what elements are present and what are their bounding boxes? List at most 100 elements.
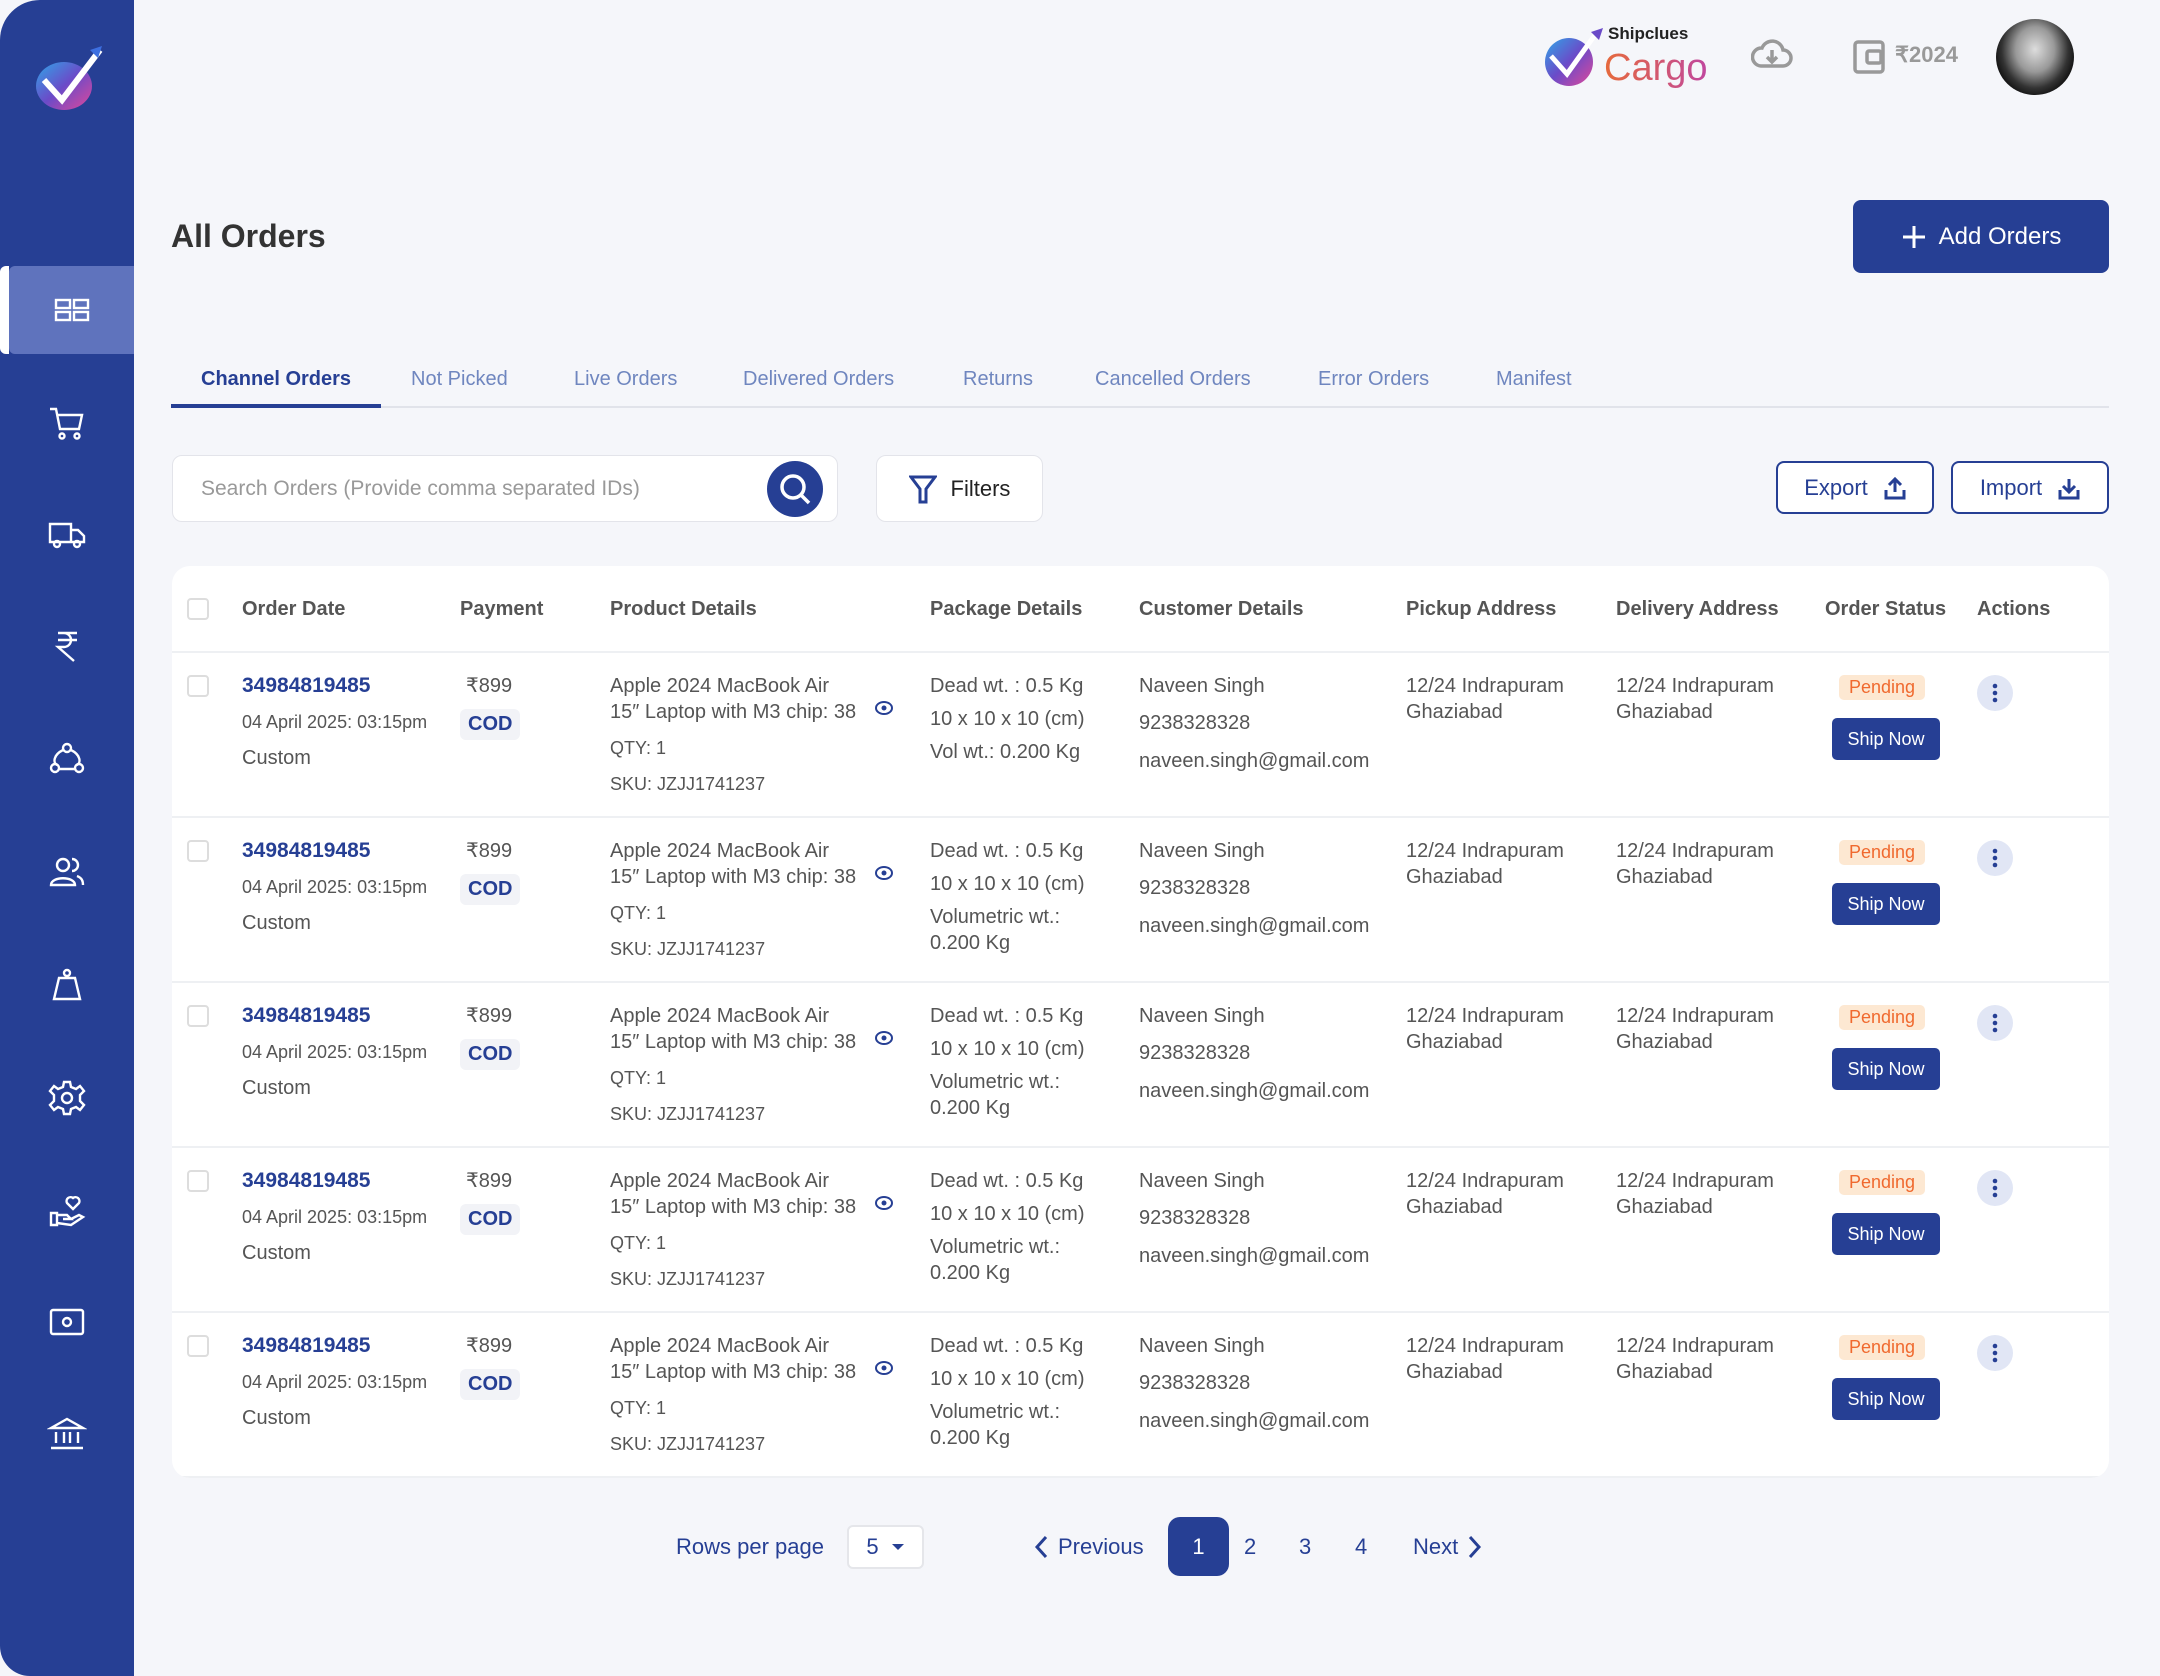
ship-now-button[interactable]: Ship Now <box>1832 1378 1940 1420</box>
sidebar-item-bank[interactable] <box>0 1390 134 1478</box>
product-name: Apple 2024 MacBook Air <box>610 675 830 697</box>
ship-now-button[interactable]: Ship Now <box>1832 1048 1940 1090</box>
order-id-link[interactable]: 34984819485 <box>242 674 371 697</box>
volumetric-weight-value: 0.200 Kg <box>930 932 1011 954</box>
rows-per-page-label: Rows per page <box>676 1534 824 1559</box>
page-2-button[interactable]: 2 <box>1244 1534 1257 1559</box>
dimensions: 10 x 10 x 10 (cm) <box>930 1368 1085 1390</box>
sidebar-item-weight[interactable] <box>0 941 134 1029</box>
search-input[interactable] <box>201 456 741 521</box>
tab-channel-orders[interactable]: Channel Orders <box>201 368 352 390</box>
eye-icon[interactable] <box>874 1193 894 1213</box>
add-orders-button[interactable]: Add Orders <box>1853 200 2109 273</box>
dead-weight: Dead wt. : 0.5 Kg <box>930 1005 1084 1027</box>
delivery-address-line1: 12/24 Indrapuram <box>1616 1170 1774 1192</box>
sidebar-item-support[interactable] <box>0 1167 134 1255</box>
next-page-button[interactable]: Next <box>1413 1534 1482 1560</box>
sidebar-item-customers[interactable] <box>0 828 134 916</box>
status-badge: Pending <box>1839 840 1925 865</box>
order-date: 04 April 2025: 03:15pm <box>242 712 428 732</box>
row-actions-button[interactable] <box>1977 1170 2013 1206</box>
payment-badge: COD <box>460 1369 521 1400</box>
row-checkbox[interactable] <box>187 1170 209 1192</box>
tab-returns[interactable]: Returns <box>963 368 1034 390</box>
tab-error-orders[interactable]: Error Orders <box>1318 368 1430 390</box>
row-actions-button[interactable] <box>1977 675 2013 711</box>
ship-now-button[interactable]: Ship Now <box>1832 718 1940 760</box>
sidebar-item-channels[interactable] <box>0 715 134 803</box>
cart-icon <box>50 407 84 440</box>
filters-button[interactable]: Filters <box>876 455 1043 522</box>
delivery-address-line1: 12/24 Indrapuram <box>1616 1005 1774 1027</box>
pickup-address-line2: Ghaziabad <box>1406 1196 1503 1218</box>
eye-icon[interactable] <box>874 1028 894 1048</box>
row-checkbox[interactable] <box>187 1005 209 1027</box>
product-sku: SKU: JZJJ1741237 <box>610 774 766 794</box>
volumetric-weight-label: Volumetric wt.: <box>930 1071 1061 1093</box>
table-row: 34984819485 04 April 2025: 03:15pm Custom ₹… <box>172 1313 2109 1478</box>
grid-icon <box>54 298 89 322</box>
sidebar-item-settings[interactable] <box>0 1054 134 1142</box>
avatar[interactable] <box>1996 19 2074 95</box>
product-variant: 15″ Laptop with M3 chip: 38 <box>610 1196 857 1218</box>
next-label: Next <box>1413 1534 1459 1559</box>
tab-not-picked[interactable]: Not Picked <box>411 368 508 390</box>
row-checkbox[interactable] <box>187 1335 209 1357</box>
row-checkbox[interactable] <box>187 675 209 697</box>
delivery-address-line2: Ghaziabad <box>1616 1196 1713 1218</box>
delivery-address-line1: 12/24 Indrapuram <box>1616 1335 1774 1357</box>
wallet-icon[interactable] <box>1853 40 1887 74</box>
order-tabs: Channel Orders Not Picked Live Orders Deliv… <box>171 364 2109 408</box>
payment-badge: COD <box>460 1039 521 1070</box>
order-id-link[interactable]: 34984819485 <box>242 1169 371 1192</box>
kebab-menu-icon <box>1992 1013 1998 1033</box>
sidebar-item-orders[interactable] <box>0 379 134 467</box>
tab-cancelled-orders[interactable]: Cancelled Orders <box>1095 368 1251 390</box>
row-actions-button[interactable] <box>1977 840 2013 876</box>
order-id-link[interactable]: 34984819485 <box>242 839 371 862</box>
sidebar-item-shipments[interactable] <box>0 490 134 578</box>
volumetric-weight-value: 0.200 Kg <box>930 1097 1011 1119</box>
customer-phone: 9238328328 <box>1139 1042 1251 1064</box>
sidebar-item-finance[interactable] <box>0 602 134 690</box>
row-checkbox[interactable] <box>187 840 209 862</box>
customer-name: Naveen Singh <box>1139 840 1265 862</box>
row-actions-button[interactable] <box>1977 1335 2013 1371</box>
wallet-balance: ₹2024 <box>1895 42 1958 67</box>
export-button[interactable]: Export <box>1776 461 1934 514</box>
previous-label: Previous <box>1058 1534 1144 1559</box>
order-date: 04 April 2025: 03:15pm <box>242 1207 428 1227</box>
order-id-link[interactable]: 34984819485 <box>242 1004 371 1027</box>
sidebar <box>0 0 134 1676</box>
tab-live-orders[interactable]: Live Orders <box>574 368 678 390</box>
sidebar-item-tools[interactable] <box>0 1278 134 1366</box>
import-button[interactable]: Import <box>1951 461 2109 514</box>
eye-icon[interactable] <box>874 863 894 883</box>
previous-page-button[interactable]: Previous <box>1034 1534 1144 1560</box>
sidebar-item-dashboard[interactable] <box>0 266 134 354</box>
payment-badge: COD <box>460 709 521 740</box>
dead-weight: Dead wt. : 0.5 Kg <box>930 840 1084 862</box>
app-logo[interactable] <box>30 42 106 118</box>
cloud-download-icon[interactable] <box>1751 38 1793 72</box>
order-id-link[interactable]: 34984819485 <box>242 1334 371 1357</box>
tab-manifest[interactable]: Manifest <box>1496 368 1572 390</box>
ship-now-button[interactable]: Ship Now <box>1832 1213 1940 1255</box>
active-tab-indicator <box>171 404 381 408</box>
ship-now-button[interactable]: Ship Now <box>1832 883 1940 925</box>
search-button[interactable] <box>767 461 823 517</box>
order-date: 04 April 2025: 03:15pm <box>242 877 428 897</box>
order-date: 04 April 2025: 03:15pm <box>242 1042 428 1062</box>
rows-per-page-select[interactable]: 5 <box>847 1525 924 1569</box>
page-3-button[interactable]: 3 <box>1299 1534 1312 1559</box>
tab-delivered-orders[interactable]: Delivered Orders <box>743 368 895 390</box>
table-row: 34984819485 04 April 2025: 03:15pm Custom ₹… <box>172 653 2109 818</box>
order-channel: Custom <box>242 747 311 769</box>
eye-icon[interactable] <box>874 698 894 718</box>
eye-icon[interactable] <box>874 1358 894 1378</box>
customer-email: naveen.singh@gmail.com <box>1139 1410 1370 1432</box>
page-1-button[interactable]: 1 <box>1168 1517 1229 1576</box>
row-actions-button[interactable] <box>1977 1005 2013 1041</box>
page-4-button[interactable]: 4 <box>1355 1534 1368 1559</box>
select-all-checkbox[interactable] <box>187 598 209 620</box>
